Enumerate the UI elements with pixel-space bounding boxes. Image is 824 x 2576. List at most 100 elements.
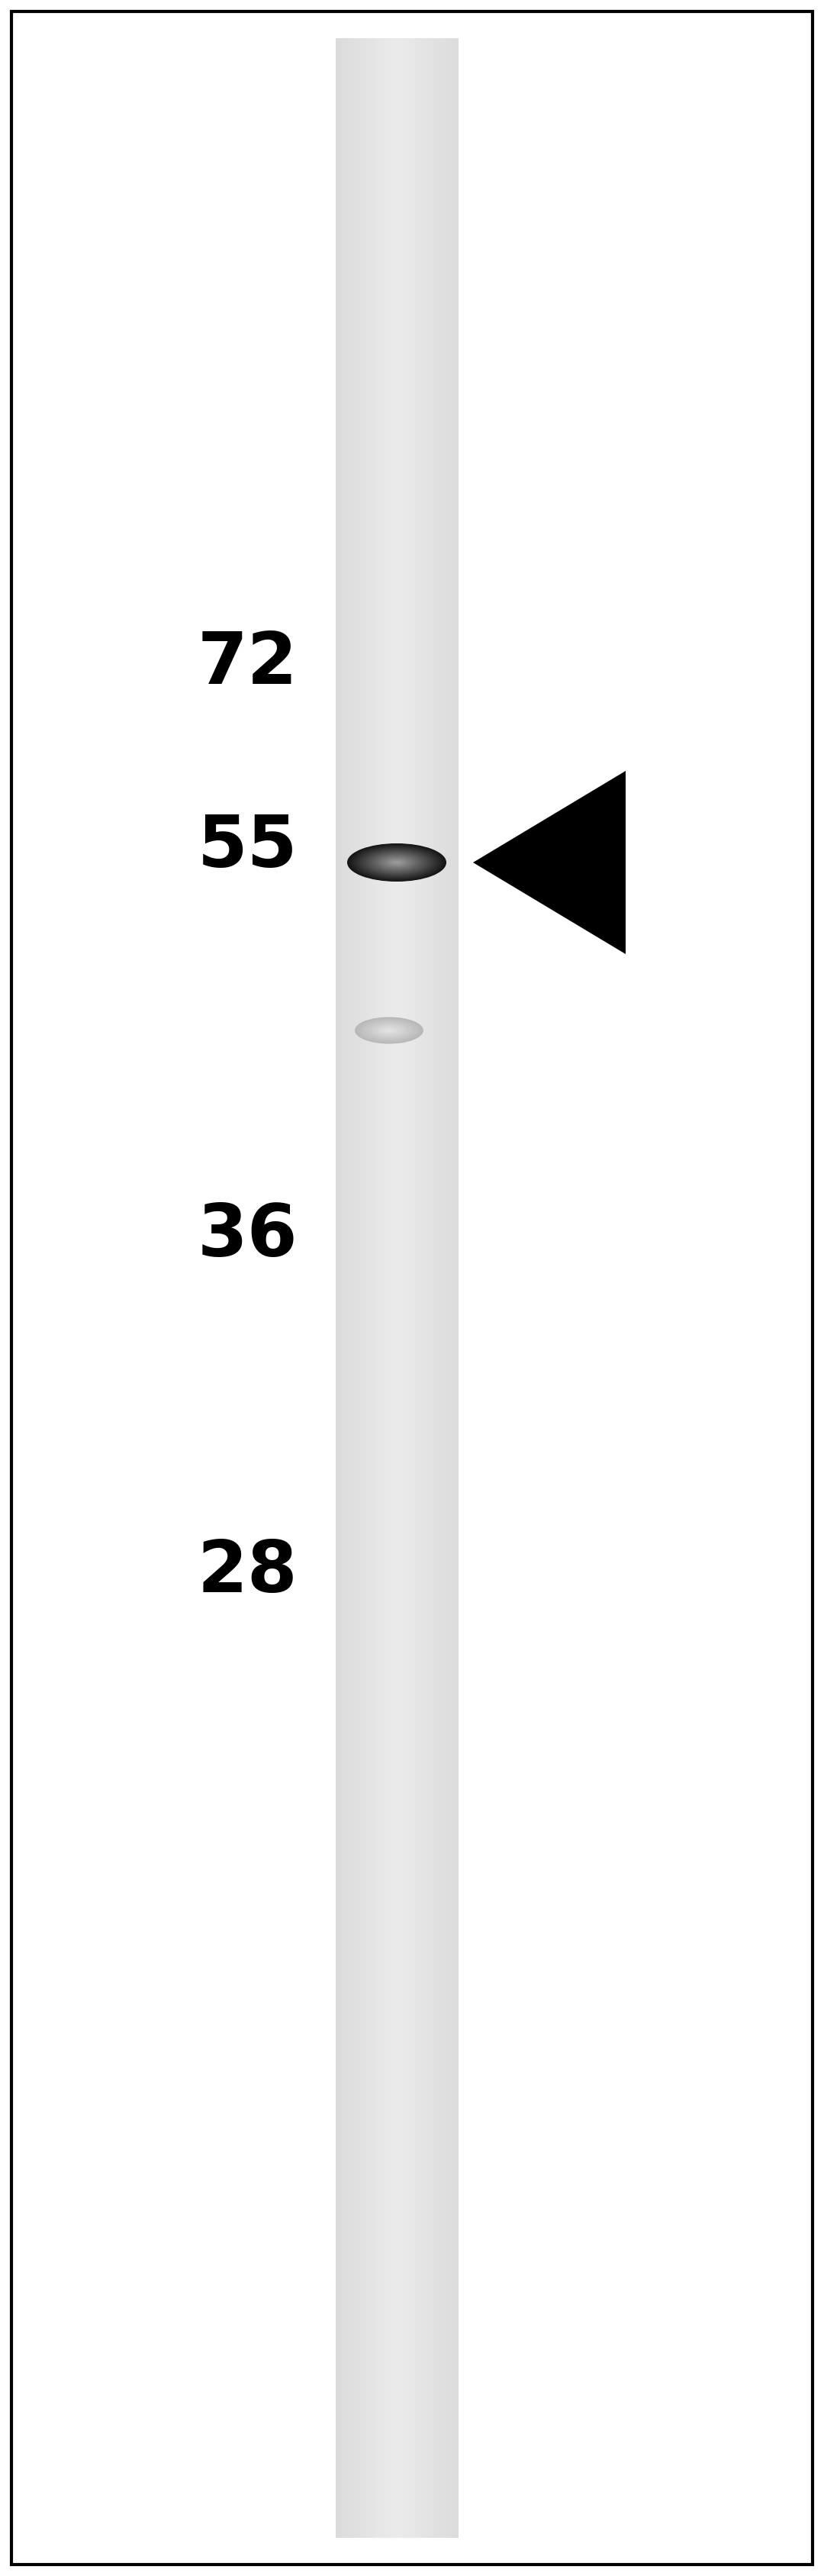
Bar	[395, 39, 397, 2537]
Ellipse shape	[353, 845, 440, 878]
Ellipse shape	[351, 845, 442, 881]
Ellipse shape	[363, 1020, 415, 1041]
Bar	[421, 39, 424, 2537]
Ellipse shape	[356, 848, 438, 878]
Bar	[360, 39, 363, 2537]
Bar	[417, 39, 420, 2537]
Ellipse shape	[360, 848, 433, 876]
Bar	[447, 39, 451, 2537]
Ellipse shape	[362, 1020, 417, 1041]
Bar	[425, 39, 428, 2537]
Bar	[358, 39, 361, 2537]
Ellipse shape	[359, 1020, 419, 1041]
Bar	[378, 39, 382, 2537]
Bar	[428, 39, 430, 2537]
Bar	[443, 39, 447, 2537]
Bar	[405, 39, 408, 2537]
Bar	[411, 39, 414, 2537]
Bar	[346, 39, 349, 2537]
Bar	[356, 39, 358, 2537]
Bar	[433, 39, 436, 2537]
Ellipse shape	[380, 1028, 398, 1033]
Text: 72: 72	[197, 629, 297, 698]
Ellipse shape	[386, 858, 408, 866]
Bar	[429, 39, 432, 2537]
Ellipse shape	[377, 1025, 400, 1036]
Bar	[370, 39, 373, 2537]
Ellipse shape	[372, 853, 422, 873]
Ellipse shape	[383, 858, 410, 868]
Ellipse shape	[393, 860, 400, 863]
Bar	[368, 39, 371, 2537]
Ellipse shape	[355, 848, 438, 878]
Bar	[374, 39, 377, 2537]
Ellipse shape	[357, 1018, 421, 1043]
Bar	[403, 39, 405, 2537]
Ellipse shape	[365, 850, 428, 876]
Ellipse shape	[366, 1023, 412, 1038]
Bar	[381, 39, 383, 2537]
Ellipse shape	[386, 858, 407, 866]
Bar	[452, 39, 455, 2537]
Bar	[419, 39, 422, 2537]
Ellipse shape	[378, 855, 415, 871]
Ellipse shape	[391, 860, 403, 866]
Ellipse shape	[376, 855, 418, 871]
Ellipse shape	[391, 860, 402, 866]
Ellipse shape	[386, 1028, 392, 1033]
Ellipse shape	[368, 1023, 411, 1038]
Ellipse shape	[379, 855, 414, 868]
Bar	[339, 39, 343, 2537]
Bar	[435, 39, 438, 2537]
Ellipse shape	[348, 845, 445, 881]
Ellipse shape	[366, 850, 428, 873]
Bar	[348, 39, 351, 2537]
Bar	[446, 39, 448, 2537]
Ellipse shape	[388, 858, 405, 866]
Bar	[386, 39, 390, 2537]
Bar	[415, 39, 418, 2537]
Bar	[364, 39, 367, 2537]
Ellipse shape	[373, 853, 420, 871]
Ellipse shape	[384, 858, 410, 868]
Ellipse shape	[377, 855, 417, 871]
Bar	[366, 39, 369, 2537]
Ellipse shape	[350, 845, 443, 881]
Ellipse shape	[382, 858, 412, 868]
Bar	[342, 39, 344, 2537]
Ellipse shape	[380, 855, 414, 868]
Bar	[442, 39, 444, 2537]
Ellipse shape	[385, 858, 409, 868]
Bar	[439, 39, 442, 2537]
Ellipse shape	[370, 853, 424, 873]
Bar	[377, 39, 379, 2537]
Ellipse shape	[376, 1025, 403, 1036]
Ellipse shape	[361, 848, 433, 876]
Ellipse shape	[370, 1023, 409, 1038]
Ellipse shape	[385, 1028, 394, 1033]
Ellipse shape	[368, 1023, 410, 1038]
Ellipse shape	[381, 1028, 397, 1033]
Ellipse shape	[372, 1023, 406, 1038]
Polygon shape	[473, 770, 625, 953]
Bar	[438, 39, 440, 2537]
Bar	[431, 39, 434, 2537]
Ellipse shape	[375, 855, 419, 871]
Bar	[350, 39, 353, 2537]
Bar	[399, 39, 401, 2537]
Text: 28: 28	[197, 1538, 297, 1607]
Bar	[413, 39, 416, 2537]
Ellipse shape	[358, 848, 435, 878]
Bar	[391, 39, 393, 2537]
Bar	[389, 39, 391, 2537]
Text: 55: 55	[197, 811, 297, 884]
Ellipse shape	[389, 860, 405, 866]
Ellipse shape	[364, 850, 429, 876]
Ellipse shape	[356, 1018, 423, 1043]
Bar	[335, 39, 339, 2537]
Bar	[407, 39, 410, 2537]
Bar	[354, 39, 357, 2537]
Bar	[385, 39, 387, 2537]
Ellipse shape	[361, 1020, 418, 1041]
Text: 36: 36	[197, 1200, 297, 1273]
